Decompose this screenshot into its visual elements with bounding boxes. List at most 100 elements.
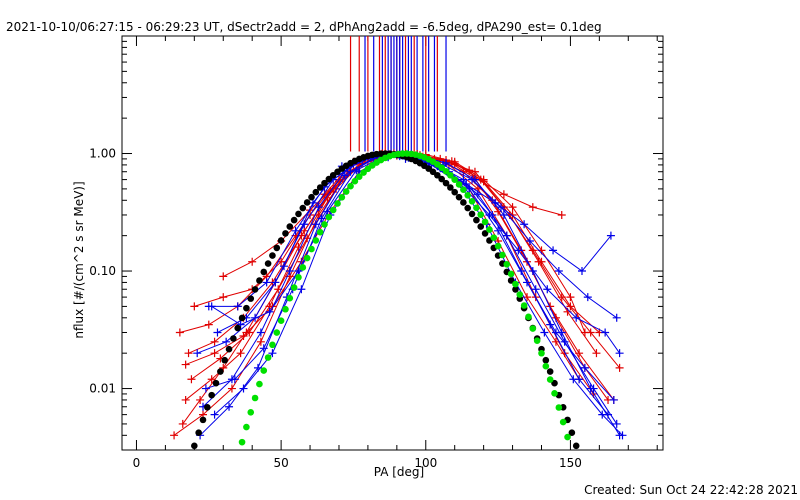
data-point-blue [612,313,621,322]
fit-point-green [347,182,354,190]
data-point-blue [222,337,231,346]
data-point-red [170,431,179,440]
fit-point-green [269,341,276,349]
fit-point-black [238,314,246,322]
data-point-blue [259,344,268,353]
fit-point-green [290,284,298,291]
data-point-blue [268,349,277,358]
fit-point-black [551,379,558,387]
data-point-blue [207,302,216,311]
fit-point-green [546,376,554,383]
data-point-blue [491,198,500,207]
data-point-blue [297,285,306,294]
data-point-blue [271,278,280,287]
data-point-blue [213,328,222,337]
fit-point-black [468,210,476,218]
data-point-red [210,337,219,346]
data-point-blue [291,226,300,235]
fit-point-green [342,188,350,195]
fit-point-black [299,204,307,212]
fit-point-green [555,404,563,411]
fit-point-black [204,404,211,411]
fit-point-black [572,442,580,450]
data-point-blue [517,267,526,276]
data-point-red [207,375,216,384]
fit-point-black [316,184,324,191]
fit-point-green [282,305,289,313]
data-point-blue [540,328,549,337]
fit-point-green [533,337,541,344]
fit-point-black [251,286,259,293]
fit-point-black [477,223,485,230]
data-point-red [566,302,575,311]
fit-point-green [559,418,567,426]
data-point-blue [609,395,618,404]
data-point-blue [210,410,219,419]
data-point-blue [525,237,534,246]
fit-point-black [481,230,489,237]
data-point-red [546,302,555,311]
fit-point-green [447,171,454,179]
data-point-red [256,337,265,346]
data-point-red [175,328,184,337]
data-point-red [210,349,219,358]
data-point-blue [340,171,349,180]
fit-point-black [264,260,272,267]
series-line-red [185,154,562,366]
fit-point-green [351,177,359,185]
fit-point-green [299,264,307,271]
data-point-blue [201,384,210,393]
fit-point-green [303,254,311,262]
data-point-blue [496,203,505,212]
fit-point-black [546,368,554,375]
fit-point-black [199,416,207,424]
data-point-blue [230,375,239,384]
data-point-blue [586,384,595,393]
data-point-blue [502,231,511,240]
data-point-blue [577,267,586,276]
data-point-blue [193,349,202,358]
data-point-blue [612,419,621,428]
fit-point-green [468,198,476,205]
data-point-blue [572,313,581,322]
data-point-blue [294,267,303,276]
fit-point-green [295,273,302,281]
fit-point-black [273,244,281,252]
fit-point-black [460,199,467,206]
series-line-red [173,153,615,436]
data-point-blue [265,307,274,316]
fit-point-green [516,291,524,298]
data-point-red [227,384,236,393]
fit-point-black [217,368,224,375]
fit-point-green [473,204,480,212]
data-point-blue [225,402,234,411]
fit-point-black [455,193,463,201]
fit-point-black [247,295,255,302]
x-tick-label: 150 [559,456,582,470]
fit-point-black [277,237,285,244]
data-point-red [450,157,459,166]
data-point-red [190,302,199,311]
fit-point-green [360,169,367,176]
fit-point-black [507,277,515,284]
data-point-blue [531,285,540,294]
data-point-red [592,349,601,358]
data-point-red [528,203,537,212]
data-point-red [499,190,508,199]
fit-point-black [512,286,519,293]
chart-title: 2021-10-10/06:27:15 - 06:29:23 UT, dSect… [6,20,602,34]
data-point-blue [314,203,323,212]
data-point-blue [256,328,265,337]
data-point-red [268,302,277,311]
data-point-red [248,257,257,266]
data-point-blue [615,431,624,440]
fit-point-black [295,210,302,218]
data-point-blue [462,180,471,189]
data-point-blue [615,349,624,358]
x-axis-label: PA [deg] [374,465,424,479]
fit-point-black [542,356,550,364]
y-axis-label: nflux [#/(cm^2 s sr MeV)] [72,181,86,338]
fit-point-green [494,242,502,250]
data-point-red [181,360,190,369]
